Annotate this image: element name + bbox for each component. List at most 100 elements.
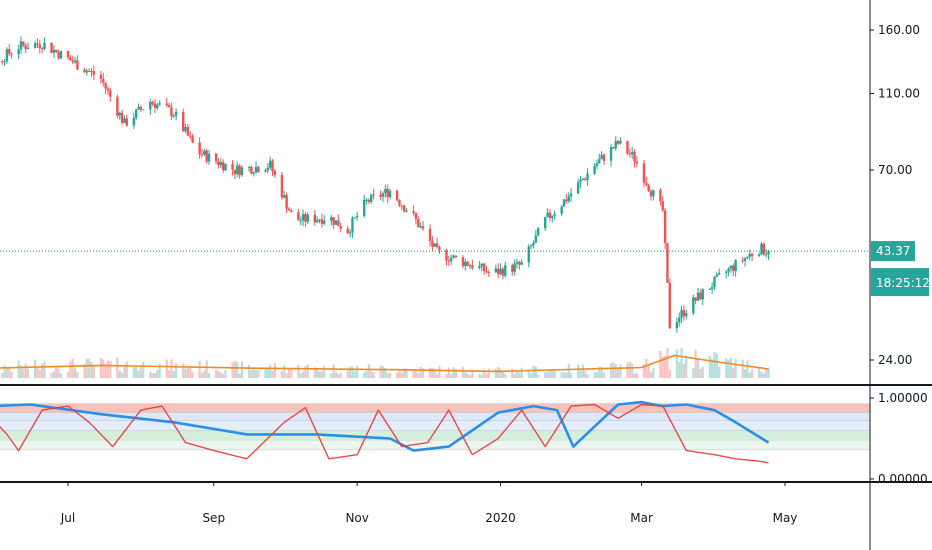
candle[interactable] bbox=[320, 213, 324, 228]
candle[interactable] bbox=[757, 252, 761, 257]
candle[interactable] bbox=[92, 65, 96, 81]
candle[interactable] bbox=[546, 208, 549, 218]
candle[interactable] bbox=[412, 205, 415, 216]
candle[interactable] bbox=[471, 259, 474, 271]
candle[interactable] bbox=[395, 189, 399, 202]
candle[interactable] bbox=[50, 42, 53, 54]
candle[interactable] bbox=[156, 102, 159, 111]
candle[interactable] bbox=[0, 59, 4, 65]
candle[interactable] bbox=[699, 289, 702, 300]
candle[interactable] bbox=[132, 112, 136, 130]
candle[interactable] bbox=[449, 254, 453, 266]
candle[interactable] bbox=[581, 177, 585, 181]
candle[interactable] bbox=[217, 158, 220, 169]
candle[interactable] bbox=[402, 204, 406, 213]
candle[interactable] bbox=[83, 67, 86, 73]
candle[interactable] bbox=[661, 196, 664, 212]
candle[interactable] bbox=[746, 256, 749, 260]
candle[interactable] bbox=[480, 263, 483, 272]
candle[interactable] bbox=[271, 159, 274, 176]
candle[interactable] bbox=[729, 265, 733, 274]
candle[interactable] bbox=[628, 148, 632, 158]
candle[interactable] bbox=[583, 176, 587, 181]
candle[interactable] bbox=[236, 161, 239, 178]
candle[interactable] bbox=[33, 40, 37, 49]
oscillator-slow-line[interactable] bbox=[0, 400, 770, 452]
candle[interactable] bbox=[22, 41, 25, 48]
candle[interactable] bbox=[536, 227, 540, 237]
candle[interactable] bbox=[576, 178, 580, 194]
candle[interactable] bbox=[370, 194, 373, 204]
candle[interactable] bbox=[372, 188, 375, 200]
candle[interactable] bbox=[214, 152, 218, 165]
candle[interactable] bbox=[26, 42, 30, 50]
candle[interactable] bbox=[518, 260, 521, 270]
candle[interactable] bbox=[694, 297, 697, 305]
candle[interactable] bbox=[619, 137, 622, 145]
candle[interactable] bbox=[710, 282, 714, 294]
candle[interactable] bbox=[398, 199, 401, 208]
candle[interactable] bbox=[40, 47, 44, 54]
candle[interactable] bbox=[158, 100, 161, 106]
candle[interactable] bbox=[725, 270, 728, 279]
candle[interactable] bbox=[678, 312, 681, 327]
candle[interactable] bbox=[675, 317, 679, 333]
candle[interactable] bbox=[567, 192, 570, 203]
candle[interactable] bbox=[626, 140, 629, 156]
candle[interactable] bbox=[104, 82, 107, 95]
candle[interactable] bbox=[701, 287, 704, 305]
candle[interactable] bbox=[323, 215, 326, 226]
candle[interactable] bbox=[184, 123, 187, 134]
candle[interactable] bbox=[123, 115, 126, 124]
candle[interactable] bbox=[659, 187, 662, 206]
candle[interactable] bbox=[663, 207, 667, 249]
candle[interactable] bbox=[254, 161, 258, 174]
candle[interactable] bbox=[504, 261, 507, 278]
candle[interactable] bbox=[106, 86, 110, 95]
candle[interactable] bbox=[5, 47, 9, 65]
candle[interactable] bbox=[435, 237, 439, 249]
candle[interactable] bbox=[485, 265, 488, 274]
candle[interactable] bbox=[346, 225, 349, 234]
candle[interactable] bbox=[318, 218, 321, 224]
candle[interactable] bbox=[348, 229, 352, 238]
candle[interactable] bbox=[71, 56, 74, 65]
candle[interactable] bbox=[109, 87, 112, 103]
candle[interactable] bbox=[534, 229, 538, 243]
candle[interactable] bbox=[501, 266, 505, 280]
candle[interactable] bbox=[417, 216, 420, 228]
candle[interactable] bbox=[10, 52, 13, 59]
candle[interactable] bbox=[149, 98, 152, 115]
candle[interactable] bbox=[666, 243, 669, 284]
candle[interactable] bbox=[598, 153, 601, 164]
candle[interactable] bbox=[612, 146, 615, 150]
candle[interactable] bbox=[734, 259, 737, 277]
candle[interactable] bbox=[602, 153, 606, 165]
candle[interactable] bbox=[189, 131, 192, 140]
candle[interactable] bbox=[461, 255, 465, 269]
candle[interactable] bbox=[379, 190, 382, 201]
candle[interactable] bbox=[569, 187, 573, 202]
candle[interactable] bbox=[355, 211, 359, 221]
last-price-tag[interactable] bbox=[871, 241, 915, 262]
candle[interactable] bbox=[165, 97, 168, 108]
candle[interactable] bbox=[562, 198, 566, 207]
candle[interactable] bbox=[520, 259, 523, 266]
candle[interactable] bbox=[337, 214, 340, 227]
candle[interactable] bbox=[532, 240, 535, 249]
candle[interactable] bbox=[240, 165, 244, 177]
candle[interactable] bbox=[764, 249, 768, 258]
candle[interactable] bbox=[174, 108, 178, 121]
candle[interactable] bbox=[466, 260, 469, 267]
candle[interactable] bbox=[231, 160, 234, 176]
candle[interactable] bbox=[205, 148, 208, 164]
candle[interactable] bbox=[642, 160, 646, 188]
candle[interactable] bbox=[290, 208, 293, 213]
candle[interactable] bbox=[529, 244, 533, 250]
candle[interactable] bbox=[315, 216, 319, 223]
candle[interactable] bbox=[332, 217, 335, 230]
candle[interactable] bbox=[384, 184, 387, 198]
candle[interactable] bbox=[386, 184, 389, 204]
candle[interactable] bbox=[454, 255, 458, 259]
